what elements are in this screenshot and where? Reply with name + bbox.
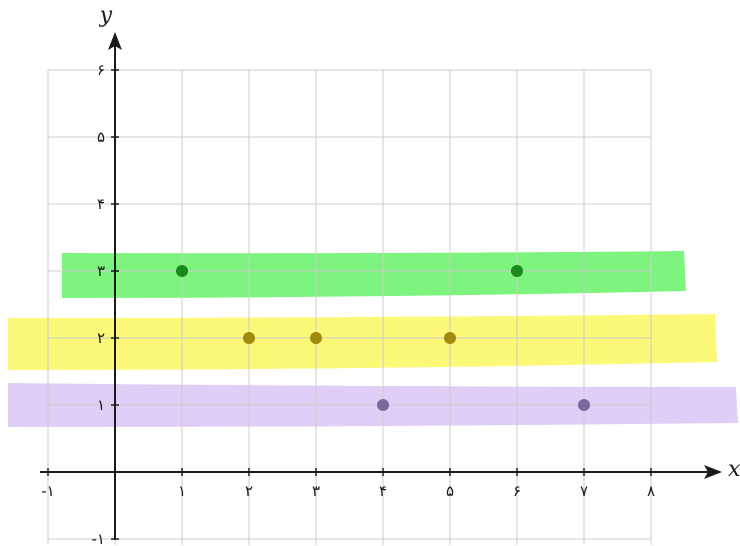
x-tick-label: ۲ [245,482,253,500]
data-points [176,265,590,411]
data-point [377,399,389,411]
y-tick-label: ۲ [97,329,105,347]
data-point [511,265,523,277]
y-tick-label: ۴ [97,195,105,213]
x-tick-label: ۶ [513,482,521,500]
highlight-band [8,314,717,370]
y-tick-label: ۳ [97,262,105,280]
y-tick-label: ۱ [97,396,105,414]
data-point [243,332,255,344]
highlight-band [62,251,686,298]
data-point [310,332,322,344]
x-tick-label: ۷ [580,482,588,500]
ticks: -۱ ۰ ۱ ۲ ۳ ۴ ۵ ۶ ۷ ۸ -۱ ۱ ۲ ۳ ۴ ۵ ۶ [41,61,655,546]
data-point [444,332,456,344]
x-tick-label: ۰ [111,482,119,500]
x-tick-label: ۸ [647,482,655,500]
y-axis-label: y [99,3,113,28]
y-tick-label: ۵ [97,128,105,146]
y-tick-label: -۱ [92,530,105,546]
x-axis-label: x [728,457,740,482]
y-axis-arrow-icon [108,32,122,50]
y-tick-label: ۶ [97,61,105,79]
data-point [578,399,590,411]
x-tick-label: ۱ [178,482,186,500]
x-tick-label: ۳ [312,482,320,500]
x-tick-label: ۵ [446,482,454,500]
x-axis-arrow-icon [704,465,722,479]
grid [47,69,652,545]
axes: x y [40,3,740,540]
data-point [176,265,188,277]
x-tick-label: ۴ [379,482,387,500]
highlight-bands [8,251,738,427]
x-tick-label: -۱ [41,482,54,500]
